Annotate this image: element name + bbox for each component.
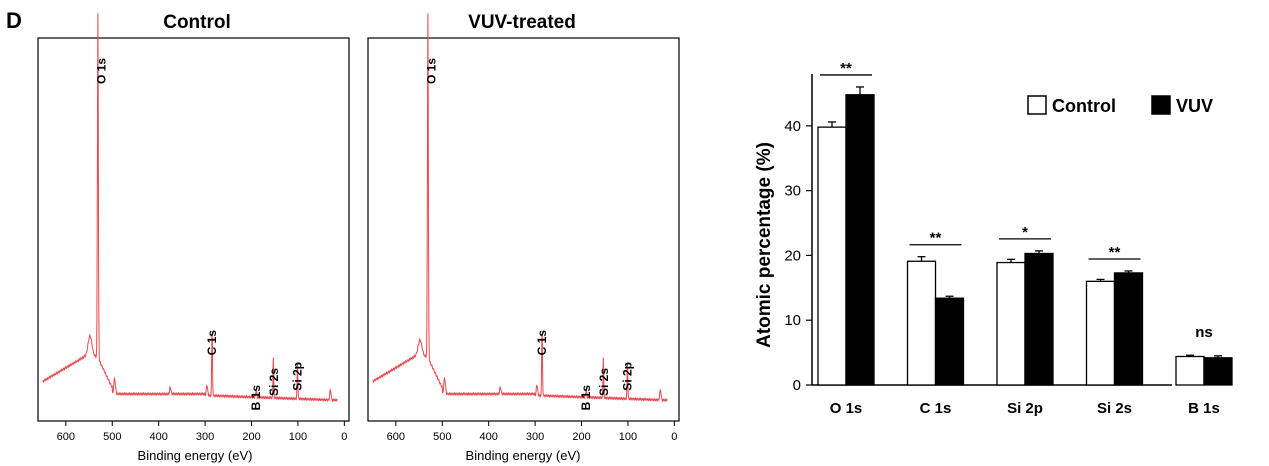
- bar-vuv: [1024, 252, 1054, 386]
- legend-label: Control: [1052, 96, 1116, 116]
- peak-label: Si 2s: [267, 368, 281, 396]
- x-tick-label: 0: [341, 431, 347, 443]
- x-tick-label: 300: [196, 431, 214, 443]
- category-label: Si 2p: [1007, 400, 1043, 417]
- spectrum-title: VUV-treated: [468, 12, 576, 33]
- x-tick-label: 100: [289, 431, 307, 443]
- x-tick-label: 600: [57, 431, 75, 443]
- x-tick-label: 200: [242, 431, 260, 443]
- significance-label: **: [1109, 244, 1121, 261]
- category-label: B 1s: [1188, 400, 1220, 417]
- significance-label: **: [930, 230, 942, 247]
- peak-label: B 1s: [579, 385, 593, 411]
- significance-label: **: [840, 60, 852, 77]
- x-tick-label: 0: [671, 431, 677, 443]
- peak-label: O 1s: [95, 58, 109, 84]
- peak-label: Si 2s: [597, 368, 611, 396]
- peak-label: C 1s: [535, 330, 549, 356]
- y-axis-label: Atomic percentage (%): [754, 142, 775, 348]
- peak-label: C 1s: [205, 330, 219, 356]
- bar-control: [817, 126, 847, 386]
- category-label: C 1s: [920, 400, 952, 417]
- spectrum-plot-frame: [37, 37, 350, 422]
- x-tick-label: 600: [387, 431, 405, 443]
- spectrum-x-axis-label: Binding energy (eV): [466, 448, 581, 463]
- x-tick-label: 500: [433, 431, 451, 443]
- bar-vuv: [845, 94, 875, 386]
- x-tick-label: 100: [619, 431, 637, 443]
- panel-label: D: [6, 8, 22, 33]
- significance-label: *: [1022, 224, 1028, 241]
- y-tick-label: 20: [784, 247, 801, 264]
- spectrum-line: [42, 13, 338, 403]
- category-label: Si 2s: [1097, 400, 1132, 417]
- significance-label: ns: [1195, 324, 1213, 341]
- spectrum-line: [372, 13, 668, 403]
- atomic-percentage-bar-chart: Atomic percentage (%) 0 10 20 30 40 O 1s ** C 1…: [754, 60, 1233, 417]
- spectrum-x-axis-label: Binding energy (eV): [138, 448, 253, 463]
- bar-control: [1175, 355, 1205, 386]
- x-tick-label: 300: [526, 431, 544, 443]
- x-tick-label: 200: [572, 431, 590, 443]
- y-tick-label: 40: [784, 118, 801, 135]
- bar-control: [906, 260, 937, 386]
- x-tick-label: 500: [103, 431, 121, 443]
- bar-vuv: [1203, 357, 1233, 386]
- x-tick-label: 400: [150, 431, 168, 443]
- legend-label: VUV: [1176, 96, 1213, 116]
- bar-control: [1085, 280, 1116, 386]
- y-tick-label: 10: [784, 312, 801, 329]
- bar-vuv: [934, 297, 965, 386]
- category-label: O 1s: [830, 400, 863, 417]
- y-tick-label: 30: [784, 183, 801, 200]
- peak-label: Si 2p: [291, 362, 305, 391]
- x-tick-label: 400: [480, 431, 498, 443]
- peak-label: Si 2p: [621, 362, 635, 391]
- legend-swatch: [1151, 95, 1171, 115]
- spectrum-control: Control Binding energy (eV) 600 500 400 300…: [37, 12, 350, 463]
- spectrum-title: Control: [163, 12, 231, 33]
- spectrum-plot-frame: [367, 37, 680, 422]
- bar-vuv: [1113, 272, 1144, 386]
- peak-label: O 1s: [425, 58, 439, 84]
- y-tick-label: 0: [793, 377, 801, 394]
- spectrum-vuv: VUV-treated Binding energy (eV) 600 500 40…: [367, 12, 680, 463]
- legend-swatch: [1027, 95, 1047, 115]
- bar-control: [996, 261, 1026, 386]
- peak-label: B 1s: [249, 385, 263, 411]
